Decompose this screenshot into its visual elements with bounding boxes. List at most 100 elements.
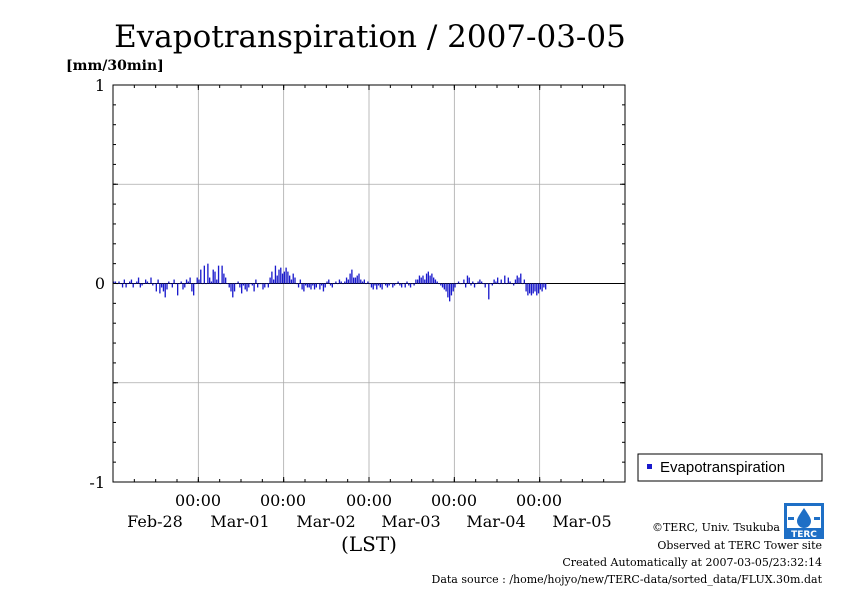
bar bbox=[456, 283, 458, 285]
bar bbox=[477, 281, 479, 284]
bar bbox=[276, 275, 278, 284]
bar bbox=[466, 275, 469, 284]
bar bbox=[351, 269, 353, 284]
bar bbox=[200, 269, 202, 284]
x-date-label: Mar-05 bbox=[552, 512, 611, 531]
bar bbox=[507, 277, 509, 284]
bar bbox=[216, 279, 218, 284]
bar bbox=[534, 283, 536, 292]
bar bbox=[322, 283, 325, 292]
legend-label: Evapotranspiration bbox=[660, 459, 785, 476]
bar bbox=[418, 275, 421, 284]
bar bbox=[473, 283, 476, 288]
bar bbox=[449, 283, 451, 302]
bar bbox=[433, 277, 435, 284]
bar bbox=[198, 279, 200, 284]
bar bbox=[520, 273, 522, 284]
bar bbox=[525, 283, 527, 292]
bar bbox=[178, 283, 181, 285]
bar bbox=[497, 277, 499, 284]
bar bbox=[143, 283, 145, 285]
bar bbox=[230, 283, 232, 292]
x-time-label: 00:00 bbox=[346, 491, 392, 510]
bar bbox=[345, 277, 348, 284]
bar bbox=[187, 281, 189, 284]
bar bbox=[399, 283, 401, 286]
bar bbox=[312, 283, 314, 286]
credit-created: Created Automatically at 2007-03-05/23:3… bbox=[562, 556, 822, 569]
bar bbox=[447, 283, 449, 298]
bar bbox=[257, 283, 259, 288]
bar bbox=[488, 283, 490, 300]
bar bbox=[319, 283, 321, 290]
bar bbox=[335, 281, 337, 284]
bar bbox=[486, 283, 488, 285]
bar bbox=[120, 283, 122, 285]
bar bbox=[545, 283, 547, 290]
bar bbox=[296, 283, 298, 285]
bar bbox=[246, 283, 248, 292]
bar bbox=[518, 277, 520, 284]
bar bbox=[392, 283, 394, 288]
bar bbox=[377, 283, 380, 286]
legend-swatch bbox=[647, 464, 652, 469]
bar bbox=[415, 279, 417, 284]
bar bbox=[514, 279, 517, 284]
bar bbox=[369, 283, 371, 285]
bar bbox=[251, 283, 253, 286]
bar bbox=[521, 283, 524, 285]
bar bbox=[233, 283, 236, 292]
bar bbox=[148, 283, 150, 285]
credit-org: ©TERC, Univ. Tsukuba bbox=[652, 521, 780, 534]
bar bbox=[290, 279, 293, 284]
bar bbox=[495, 281, 497, 284]
bar bbox=[255, 279, 257, 284]
bar bbox=[205, 283, 207, 285]
bar bbox=[321, 283, 323, 286]
bar bbox=[185, 279, 188, 284]
bar bbox=[395, 283, 397, 285]
bar bbox=[376, 283, 378, 290]
bar bbox=[363, 279, 365, 284]
bar bbox=[431, 273, 433, 284]
bar bbox=[372, 283, 374, 290]
bar bbox=[169, 283, 172, 285]
bar bbox=[509, 281, 511, 284]
bar bbox=[388, 283, 390, 286]
bar bbox=[315, 283, 317, 288]
bar bbox=[393, 283, 396, 286]
bar bbox=[491, 283, 493, 286]
bar bbox=[207, 263, 209, 284]
bar bbox=[502, 283, 504, 285]
bar bbox=[511, 283, 513, 285]
bar bbox=[365, 283, 367, 285]
axis-ticks bbox=[112, 84, 626, 483]
bar bbox=[171, 283, 173, 288]
bar bbox=[306, 283, 309, 288]
bar bbox=[505, 283, 508, 285]
bar bbox=[425, 273, 428, 284]
x-date-label: Feb-28 bbox=[127, 512, 183, 531]
bar bbox=[317, 283, 319, 285]
bar bbox=[543, 283, 545, 288]
bar bbox=[152, 283, 154, 286]
bar bbox=[409, 283, 412, 288]
bar bbox=[118, 281, 120, 284]
bar bbox=[278, 269, 280, 284]
bar bbox=[168, 281, 170, 284]
bar bbox=[262, 283, 264, 290]
bar bbox=[408, 283, 410, 286]
y-tick-label-zero: 0 bbox=[95, 274, 105, 293]
bar bbox=[413, 283, 415, 286]
bar bbox=[223, 273, 225, 284]
bar bbox=[465, 283, 467, 288]
bar bbox=[299, 279, 301, 284]
legend-box bbox=[637, 453, 823, 482]
bar bbox=[406, 281, 408, 284]
bar bbox=[536, 283, 538, 296]
bar bbox=[470, 283, 472, 286]
bar bbox=[402, 283, 405, 285]
bar bbox=[401, 283, 403, 288]
bar bbox=[417, 279, 419, 284]
bar bbox=[443, 283, 445, 290]
